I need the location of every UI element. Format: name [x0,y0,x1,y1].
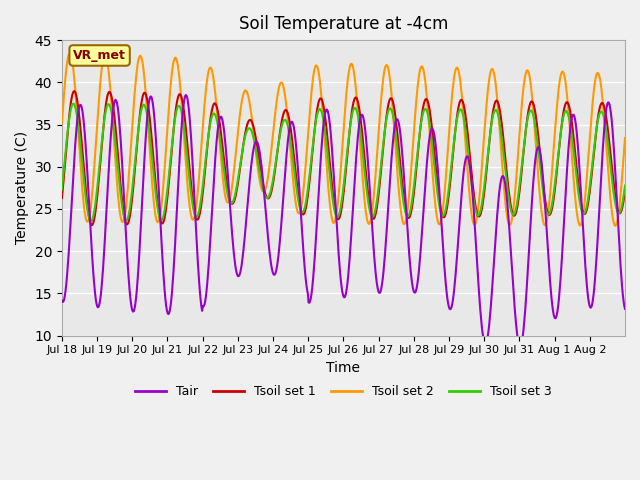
X-axis label: Time: Time [326,361,360,375]
Title: Soil Temperature at -4cm: Soil Temperature at -4cm [239,15,448,33]
Legend: Tair, Tsoil set 1, Tsoil set 2, Tsoil set 3: Tair, Tsoil set 1, Tsoil set 2, Tsoil se… [130,380,557,403]
Y-axis label: Temperature (C): Temperature (C) [15,132,29,244]
Text: VR_met: VR_met [73,49,126,62]
